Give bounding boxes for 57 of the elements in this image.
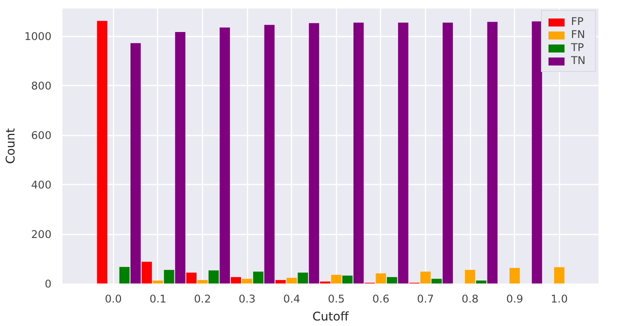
- x-tick-label: 0.9: [506, 292, 524, 306]
- bar: [253, 272, 264, 284]
- x-axis-title: Cutoff: [312, 310, 350, 324]
- x-tick-label: 0.3: [238, 292, 256, 306]
- bar: [331, 274, 342, 284]
- bar: [164, 270, 174, 284]
- bar: [476, 280, 486, 284]
- bar: [298, 272, 308, 284]
- bar: [286, 278, 297, 284]
- bar: [308, 23, 320, 284]
- bar: [197, 280, 208, 284]
- bar: [532, 21, 542, 284]
- x-tick-label: 0.8: [462, 292, 479, 306]
- bar: [230, 277, 242, 284]
- x-tick-label: 0.4: [283, 292, 300, 306]
- bar: [264, 24, 275, 284]
- bar: [119, 266, 130, 284]
- x-tick-label: 0.0: [104, 292, 122, 306]
- bar: [487, 22, 498, 284]
- bar: [186, 272, 196, 284]
- bar: [275, 280, 286, 284]
- bar: [464, 270, 476, 284]
- bar: [432, 278, 442, 284]
- legend-label: TN: [571, 54, 586, 67]
- bar: [420, 272, 431, 284]
- legend-label: FP: [571, 15, 585, 28]
- x-tick-label: 0.6: [372, 292, 390, 306]
- x-tick-label: 0.2: [194, 292, 211, 306]
- bar: [398, 22, 408, 284]
- bar: [97, 20, 108, 284]
- y-tick-label: 200: [31, 228, 52, 242]
- bar: [242, 278, 252, 284]
- legend-label: FN: [571, 28, 586, 41]
- bar: [353, 22, 364, 284]
- y-tick-label: 800: [31, 80, 52, 93]
- bar: [510, 268, 520, 284]
- x-tick-label: 0.1: [149, 292, 166, 306]
- bar: [130, 43, 141, 284]
- bar: [208, 270, 219, 284]
- bar: [386, 277, 398, 284]
- bar: [376, 273, 386, 284]
- bar: [220, 28, 230, 284]
- bar: [442, 22, 453, 284]
- bar: [152, 280, 164, 284]
- y-tick-label: 0: [44, 278, 52, 290]
- bar: [175, 32, 186, 284]
- y-tick-label: 400: [31, 178, 52, 192]
- bar: [342, 276, 353, 284]
- y-tick-label: 600: [31, 129, 52, 142]
- y-tick-label: 1000: [24, 30, 52, 44]
- x-tick-label: 0.5: [328, 292, 345, 306]
- y-axis-title: Count: [3, 128, 18, 164]
- x-tick-label: 0.7: [417, 292, 434, 306]
- bar: [554, 267, 564, 284]
- x-tick-label: 1.0: [550, 292, 568, 306]
- bar: [142, 262, 152, 284]
- legend-label: TP: [571, 41, 585, 54]
